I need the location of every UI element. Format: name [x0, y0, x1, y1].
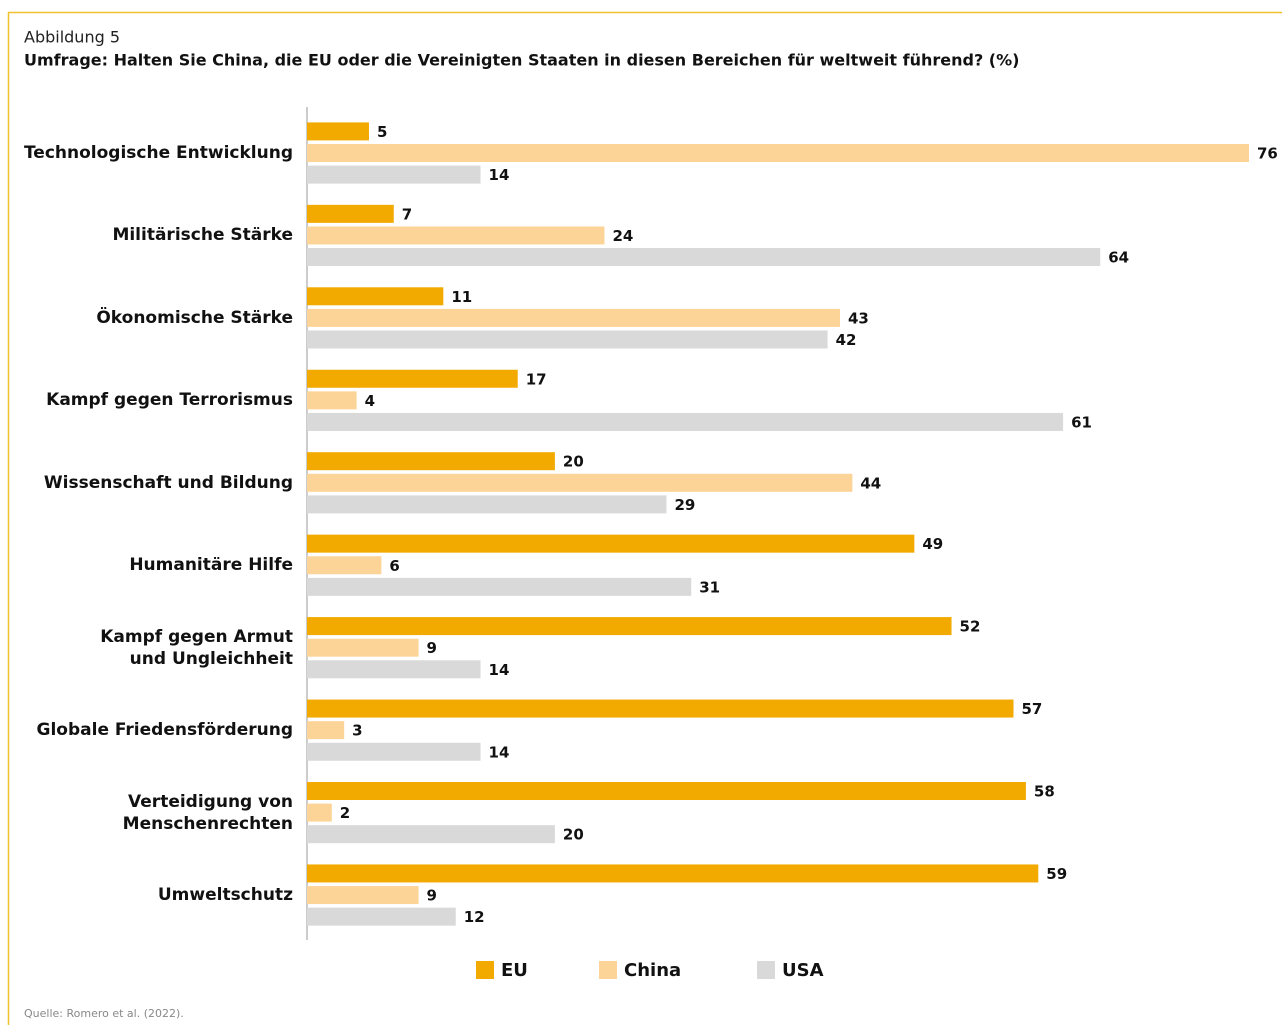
category-label: Globale Friedensförderung — [36, 720, 293, 741]
chart-title: Umfrage: Halten Sie China, die EU oder d… — [24, 51, 1019, 70]
bar — [307, 473, 853, 492]
value-label: 11 — [451, 288, 472, 306]
legend-swatch — [599, 961, 617, 979]
bar — [307, 638, 419, 657]
bar — [307, 391, 357, 410]
bar — [307, 864, 1039, 883]
value-label: 20 — [563, 453, 584, 471]
bar — [307, 907, 456, 926]
bar — [307, 248, 1101, 267]
legend-label: EU — [501, 960, 528, 981]
value-label: 14 — [489, 743, 510, 761]
bar — [307, 144, 1249, 162]
value-label: 29 — [674, 496, 695, 514]
bar — [307, 660, 481, 679]
value-label: 44 — [860, 474, 881, 492]
bar — [307, 165, 481, 184]
value-label: 43 — [848, 309, 869, 327]
bar — [307, 556, 382, 575]
value-label: 64 — [1108, 249, 1129, 267]
category-label: Verteidigung von Menschenrechten — [122, 791, 293, 834]
value-label: 4 — [365, 392, 375, 410]
category-label: Kampf gegen Armut und Ungleichheit — [100, 626, 293, 669]
value-label: 14 — [489, 166, 510, 184]
bar — [307, 495, 667, 514]
value-label: 9 — [427, 887, 437, 905]
bar — [307, 330, 828, 349]
bar — [307, 577, 692, 596]
value-label: 76 — [1257, 145, 1278, 163]
category-label: Wissenschaft und Bildung — [43, 472, 293, 493]
bar — [307, 742, 481, 761]
value-label: 57 — [1022, 700, 1043, 718]
value-label: 52 — [960, 618, 981, 636]
figure-label: Abbildung 5 — [24, 28, 120, 47]
bar — [307, 204, 394, 223]
bar — [307, 782, 1026, 800]
bar — [307, 617, 952, 636]
value-label: 12 — [464, 908, 485, 926]
bar — [307, 886, 419, 905]
legend-swatch — [757, 961, 775, 979]
bar — [307, 412, 1064, 431]
value-label: 49 — [922, 535, 943, 553]
category-label: Kampf gegen Terrorismus — [46, 390, 293, 411]
bar — [307, 226, 605, 245]
value-label: 42 — [836, 331, 857, 349]
legend-swatch — [476, 961, 494, 979]
value-label: 2 — [340, 804, 350, 822]
bar — [307, 803, 332, 822]
bar — [307, 825, 555, 844]
legend-label: China — [624, 960, 681, 981]
value-label: 20 — [563, 826, 584, 844]
bar — [307, 369, 518, 388]
category-label: Technologische Entwicklung — [23, 143, 293, 163]
bar — [307, 308, 840, 327]
bar — [307, 287, 444, 306]
value-label: 58 — [1034, 783, 1055, 801]
category-label: Militärische Stärke — [112, 225, 293, 246]
category-label: Umweltschutz — [157, 885, 293, 906]
value-label: 14 — [489, 661, 510, 679]
category-label: Humanitäre Hilfe — [129, 555, 293, 576]
value-label: 3 — [352, 722, 362, 740]
bar — [307, 452, 555, 471]
value-label: 6 — [389, 557, 399, 575]
value-label: 17 — [526, 370, 547, 388]
bar — [307, 534, 915, 553]
bar — [307, 699, 1014, 718]
value-label: 24 — [612, 227, 633, 245]
value-label: 31 — [699, 578, 720, 596]
legend-label: USA — [782, 960, 824, 981]
value-label: 61 — [1071, 413, 1092, 431]
bar — [307, 721, 345, 740]
value-label: 9 — [427, 639, 437, 657]
bar — [307, 122, 369, 141]
category-label: Ökonomische Stärke — [96, 307, 293, 328]
source: Quelle: Romero et al. (2022). — [24, 1007, 184, 1020]
value-label: 7 — [402, 205, 412, 223]
value-label: 5 — [377, 123, 387, 141]
value-label: 59 — [1046, 865, 1067, 883]
